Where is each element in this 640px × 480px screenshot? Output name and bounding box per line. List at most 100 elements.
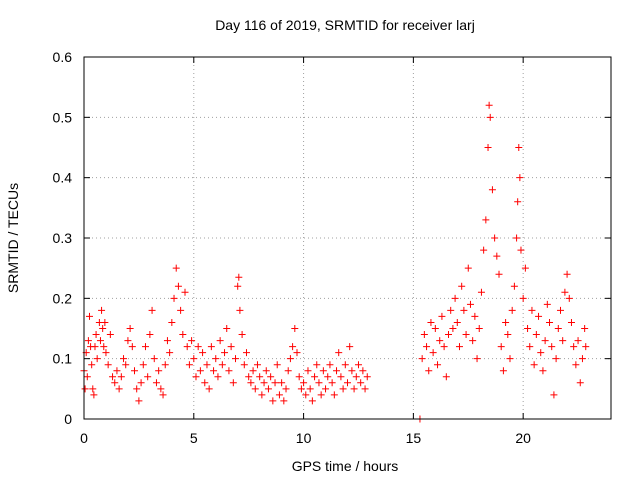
data-point (497, 343, 505, 351)
data-point (92, 331, 100, 339)
data-point (190, 355, 198, 363)
data-point (535, 312, 543, 320)
data-point (124, 337, 132, 345)
data-point (122, 361, 130, 369)
data-point (466, 300, 474, 308)
data-point (223, 325, 231, 332)
data-point (203, 361, 211, 369)
data-point (194, 343, 202, 351)
x-tick-label: 0 (80, 430, 88, 446)
data-point (295, 373, 303, 381)
data-point (552, 355, 560, 363)
data-point (348, 367, 356, 375)
data-point (431, 325, 439, 332)
data-point (363, 373, 371, 381)
data-point (453, 318, 461, 326)
data-point (188, 337, 196, 345)
data-point (581, 325, 589, 332)
data-point (513, 234, 521, 242)
y-tick-label: 0 (64, 411, 72, 427)
data-point (311, 373, 319, 381)
data-point (559, 337, 567, 345)
data-point (289, 343, 297, 351)
data-point (280, 397, 288, 405)
data-point (120, 355, 128, 363)
data-point (181, 288, 189, 296)
data-point (582, 343, 590, 351)
data-point (179, 331, 187, 339)
data-point (196, 367, 204, 375)
data-point (499, 367, 507, 375)
data-point (89, 385, 97, 393)
data-point (113, 367, 121, 375)
data-point (480, 246, 488, 254)
data-point (508, 306, 516, 314)
data-point (131, 367, 139, 375)
x-axis-label: GPS time / hours (292, 458, 399, 474)
data-point (515, 144, 523, 151)
data-point (330, 391, 338, 399)
data-point (161, 361, 169, 369)
data-point (201, 379, 209, 387)
data-point (221, 349, 229, 357)
data-point (216, 337, 224, 345)
data-point (253, 361, 261, 369)
y-tick-label: 0.1 (53, 351, 73, 367)
data-point (163, 337, 171, 345)
data-point (85, 312, 93, 320)
data-point (300, 379, 308, 387)
data-point (249, 367, 257, 375)
data-point (267, 373, 275, 381)
data-point (111, 379, 119, 387)
data-point (218, 361, 226, 369)
data-point (464, 264, 472, 272)
data-point (282, 385, 290, 393)
data-point (234, 282, 242, 290)
data-point (199, 349, 207, 357)
data-point (541, 337, 549, 345)
data-point (128, 343, 136, 351)
data-point (324, 373, 332, 381)
data-point (335, 349, 343, 357)
data-point (418, 355, 426, 363)
data-point (115, 385, 123, 393)
data-point (449, 325, 457, 332)
data-point (81, 385, 89, 393)
data-point (519, 294, 527, 302)
data-point (117, 373, 125, 381)
y-axis-label: SRMTID / TECUs (5, 183, 21, 293)
data-point (546, 318, 554, 326)
y-tick-label: 0.5 (53, 109, 73, 125)
data-point (427, 318, 435, 326)
data-point (278, 379, 286, 387)
data-point (148, 306, 156, 314)
data-point (462, 331, 470, 339)
data-point (91, 343, 99, 351)
data-point (238, 331, 246, 339)
data-point (157, 385, 165, 393)
data-point (447, 306, 455, 314)
data-point (242, 349, 250, 357)
data-point (563, 270, 571, 278)
y-tick-label: 0.2 (53, 290, 73, 306)
data-point (126, 325, 134, 332)
data-point (317, 391, 325, 399)
data-point (245, 373, 253, 381)
data-point (352, 373, 360, 381)
y-tick-label: 0.6 (53, 49, 73, 65)
data-point (429, 349, 437, 357)
data-point (166, 349, 174, 357)
data-point (502, 318, 510, 326)
data-point (137, 379, 145, 387)
data-point (102, 349, 110, 357)
data-point (286, 355, 294, 363)
data-point (574, 337, 582, 345)
data-point (570, 343, 578, 351)
data-point (485, 101, 493, 109)
data-point (516, 174, 524, 182)
data-point (106, 331, 114, 339)
data-point (236, 306, 244, 314)
y-tick-label: 0.3 (53, 230, 73, 246)
data-point (328, 379, 336, 387)
data-point (339, 385, 347, 393)
